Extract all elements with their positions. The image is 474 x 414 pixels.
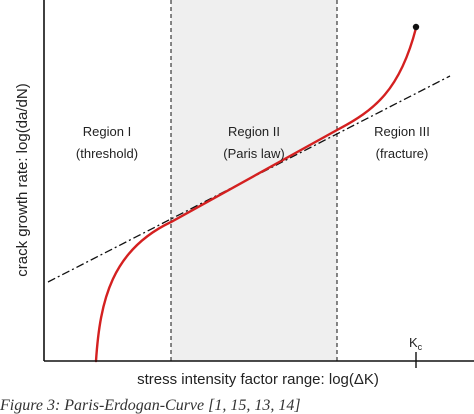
kc-label: Kc (409, 335, 423, 352)
region-iii-description: (fracture) (376, 146, 429, 161)
fracture-point (412, 23, 420, 31)
kc-subscript: c (418, 342, 423, 352)
region-i-description: (threshold) (76, 146, 138, 161)
crack-growth-curve (94, 26, 418, 363)
region-iii-name: Region III (374, 124, 430, 139)
region-ii-description: (Paris law) (223, 146, 284, 161)
figure-caption: Figure 3: Paris-Erdogan-Curve [1, 15, 13… (0, 397, 301, 414)
x-axis-label: stress intensity factor range: log(ΔK) (137, 371, 379, 388)
region-ii-name: Region II (228, 124, 280, 139)
kc-letter: K (409, 335, 418, 350)
region-i-name: Region I (83, 124, 131, 139)
region-ii-shading (171, 0, 337, 361)
y-axis-label: crack growth rate: log(da/dN) (14, 83, 31, 276)
